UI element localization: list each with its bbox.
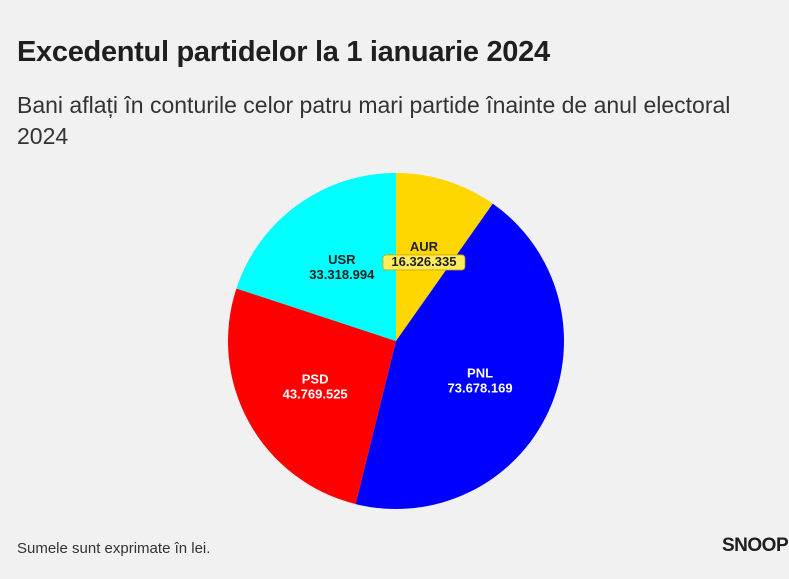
value-label-highlight [382, 254, 466, 271]
slice-value-label: 73.678.169 [448, 380, 513, 395]
brand-logo: SNOOP [722, 535, 789, 556]
slice-value-label: 16.326.335 [391, 254, 456, 269]
pie-slice-usr [236, 173, 396, 341]
pie-slice-psd [227, 288, 396, 505]
slice-value-label: 33.318.994 [309, 267, 375, 282]
slice-value-label: 43.769.525 [283, 387, 348, 402]
slice-name-label: PSD [302, 372, 329, 387]
footnote: Sumele sunt exprimate în lei. [17, 540, 211, 557]
slice-name-label: AUR [410, 239, 439, 254]
chart-title: Excedentul partidelor la 1 ianuarie 2024 [17, 36, 550, 68]
slice-name-label: PNL [467, 365, 493, 380]
pie-slice-pnl [355, 203, 565, 509]
chart-subtitle: Bani aflați în conturile celor patru mar… [17, 92, 731, 149]
slice-name-label: USR [328, 252, 356, 267]
